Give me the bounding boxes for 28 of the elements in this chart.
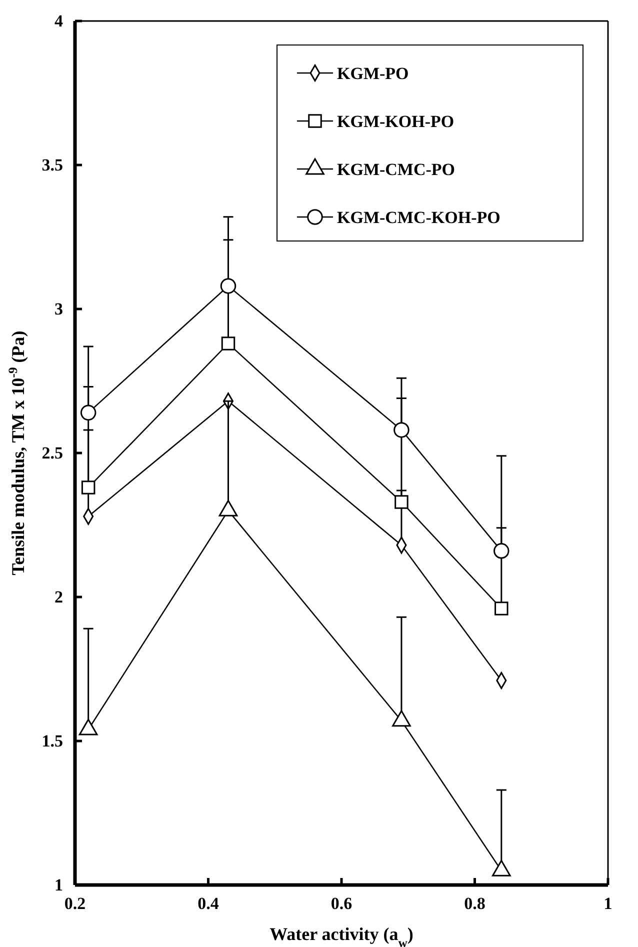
legend-label: KGM-KOH-PO xyxy=(337,112,454,131)
y-tick-label: 1 xyxy=(54,875,63,894)
point xyxy=(78,718,98,736)
point xyxy=(494,602,508,616)
x-tick-label: 0.4 xyxy=(198,894,220,914)
legend-label: KGM-CMC-PO xyxy=(337,160,456,179)
y-tick-label: 3.5 xyxy=(42,155,63,174)
point xyxy=(494,543,510,559)
y-tick-label: 3 xyxy=(54,299,63,318)
point xyxy=(392,710,411,727)
point xyxy=(221,336,236,350)
point xyxy=(492,860,511,876)
x-tick-label: 0.8 xyxy=(464,894,486,914)
y-tick-label: 2.5 xyxy=(42,443,63,462)
x-axis-title: Water activity (a$_{w}$) xyxy=(270,924,414,947)
point xyxy=(80,404,96,421)
point xyxy=(220,278,236,294)
x-tick-label: 0.2 xyxy=(64,894,86,914)
x-tick-label: 0.6 xyxy=(330,894,352,914)
point xyxy=(394,422,410,438)
x-tick-label: 1 xyxy=(604,894,612,914)
y-tick-label: 1.5 xyxy=(42,731,63,750)
legend-label: KGM-PO xyxy=(337,64,409,83)
y-tick-label: 4 xyxy=(54,11,64,30)
legend-label: KGM-CMC-KOH-PO xyxy=(337,208,500,227)
point xyxy=(394,495,408,509)
point xyxy=(81,480,96,494)
y-tick-label: 2 xyxy=(54,587,63,606)
